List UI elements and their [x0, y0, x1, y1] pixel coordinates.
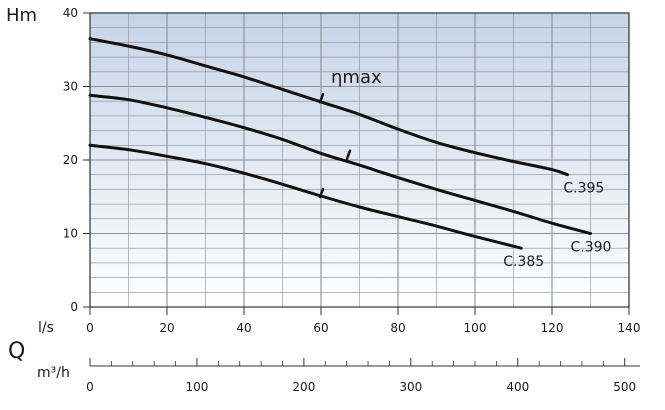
- x-tick-label: 20: [159, 321, 174, 335]
- y-tick-label: 20: [63, 153, 78, 167]
- grid: [89, 12, 630, 308]
- x2-tick-label: 200: [292, 380, 315, 394]
- x-unit-m3h: m³/h: [37, 365, 70, 381]
- efficiency-mark: [318, 92, 325, 104]
- efficiency-mark: [318, 187, 325, 199]
- curve-c390: [88, 93, 592, 235]
- y-tick-label: 0: [70, 300, 78, 314]
- x-tick-label: 0: [86, 321, 94, 335]
- x-tick-label: 100: [464, 321, 487, 335]
- pump-curves: [88, 37, 592, 250]
- y-tick-label: 10: [63, 227, 78, 241]
- eta-max-label: ηmax: [331, 67, 382, 88]
- x-axis-title-q: Q: [8, 339, 25, 364]
- curve-labels: C.395 C.390 C.385: [503, 181, 611, 271]
- x2-tick-label: 500: [613, 380, 636, 394]
- x-tick-label: 60: [313, 321, 328, 335]
- curve-c395: [88, 37, 569, 177]
- efficiency-marks: [318, 92, 352, 199]
- y-tick-label: 30: [63, 80, 78, 94]
- x2-tick-label: 0: [86, 380, 94, 394]
- x2-tick-label: 300: [399, 380, 422, 394]
- y-axis-title: Hm: [6, 5, 37, 26]
- x-tick-label: 140: [618, 321, 641, 335]
- y-tick-label: 40: [63, 6, 78, 20]
- x-tick-label: 120: [541, 321, 564, 335]
- y-axis-ticks: 0 10 20 30 40: [63, 6, 90, 314]
- curve-label-c385: C.385: [503, 254, 544, 270]
- efficiency-mark: [345, 149, 352, 161]
- x-axis-m3h: 0 100 200 300 400 500: [86, 358, 640, 394]
- x-tick-label: 40: [236, 321, 251, 335]
- x-unit-ls: l/s: [38, 320, 54, 336]
- x2-tick-label: 400: [506, 380, 529, 394]
- x-tick-label: 80: [390, 321, 405, 335]
- curve-label-c395: C.395: [563, 181, 604, 197]
- curve-label-c390: C.390: [571, 240, 612, 256]
- curve-c385: [88, 143, 523, 250]
- x-axis-ticks-ls: 0 20 40 60 80 100 120 140: [86, 307, 640, 335]
- x2-tick-label: 100: [185, 380, 208, 394]
